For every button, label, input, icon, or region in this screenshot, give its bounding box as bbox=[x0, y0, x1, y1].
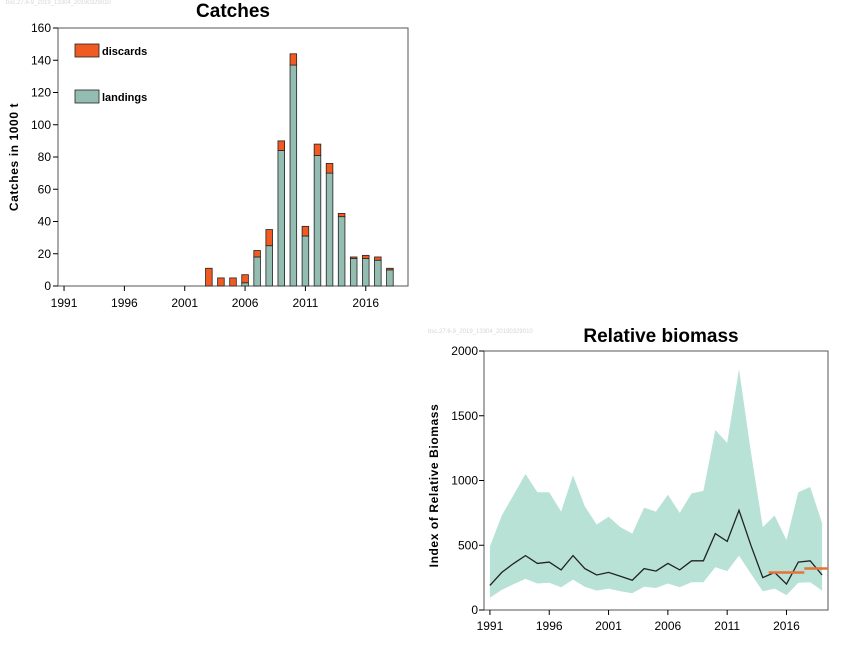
catches-bar-landings bbox=[313, 154, 322, 287]
catches-legend: discards landings bbox=[74, 43, 147, 104]
catches-x-tick-label: 2011 bbox=[293, 296, 319, 310]
catches-legend-label-landings: landings bbox=[102, 92, 147, 104]
catches-y-tick-label: 160 bbox=[31, 21, 51, 35]
catches-bar-discards bbox=[265, 229, 273, 247]
catches-x-tick-label: 1991 bbox=[51, 296, 78, 310]
catches-bar-landings bbox=[362, 258, 370, 287]
catches-bar-discards bbox=[313, 143, 322, 156]
catches-bar-landings bbox=[241, 282, 249, 287]
catches-y-tick-label: 120 bbox=[31, 86, 51, 100]
catches-bar-discards bbox=[386, 267, 394, 271]
catches-bar-landings bbox=[265, 245, 273, 287]
catches-y-tick-label: 140 bbox=[31, 53, 51, 67]
catches-title: Catches bbox=[196, 1, 270, 22]
catches-bars bbox=[205, 53, 394, 287]
catches-bar-landings bbox=[325, 172, 334, 287]
catches-legend-swatch-discards bbox=[74, 43, 100, 58]
catches-x-tick-label: 2006 bbox=[232, 296, 259, 310]
catches-y-tick-label: 100 bbox=[31, 118, 51, 132]
catches-bar-discards bbox=[229, 277, 237, 287]
catches-bar-discards bbox=[205, 267, 213, 287]
catches-bar-discards bbox=[241, 274, 249, 284]
catches-bar-landings bbox=[277, 150, 285, 287]
catches-y-axis: 0 20 40 60 80 100 120 140 160 bbox=[31, 21, 58, 293]
catches-y-axis-label: Catches in 1000 t bbox=[7, 103, 21, 211]
catches-bar-landings bbox=[301, 235, 310, 287]
catches-bar-landings bbox=[337, 216, 346, 287]
catches-legend-swatch-landings bbox=[74, 89, 100, 104]
catches-x-tick-label: 2001 bbox=[171, 296, 198, 310]
catches-plot-frame bbox=[57, 27, 409, 287]
catches-bar-discards bbox=[277, 140, 285, 151]
catches-bar-discards bbox=[374, 256, 382, 261]
catches-bar-discards bbox=[217, 277, 225, 287]
catches-y-tick-label: 60 bbox=[38, 182, 52, 196]
catches-y-tick-label: 80 bbox=[38, 150, 52, 164]
catches-bar-landings bbox=[253, 256, 261, 287]
catches-bar-discards bbox=[289, 53, 298, 66]
catches-bar-landings bbox=[374, 259, 382, 287]
catches-bar-discards bbox=[301, 225, 310, 237]
catches-x-axis: 1991 1996 2001 2006 2011 2016 bbox=[51, 286, 379, 310]
catches-x-tick-label: 2016 bbox=[352, 296, 379, 310]
catches-bar-landings bbox=[349, 258, 358, 287]
catches-watermark: bsc.27.6-9_2019_13304_20190329010 bbox=[6, 0, 111, 6]
catches-bar-discards bbox=[349, 256, 358, 259]
catches-bar-discards bbox=[253, 250, 261, 258]
catches-y-tick-label: 40 bbox=[38, 215, 52, 229]
catches-x-tick-label: 1996 bbox=[111, 296, 138, 310]
catches-bar-landings bbox=[386, 269, 394, 287]
catches-bar-discards bbox=[337, 213, 346, 218]
catches-y-tick-label: 20 bbox=[38, 247, 52, 261]
catches-bar-landings bbox=[289, 64, 298, 287]
catches-bar-discards bbox=[325, 163, 334, 174]
catches-bar-discards bbox=[362, 254, 370, 259]
catches-y-tick-label: 0 bbox=[44, 279, 51, 293]
catches-legend-label-discards: discards bbox=[102, 46, 147, 58]
